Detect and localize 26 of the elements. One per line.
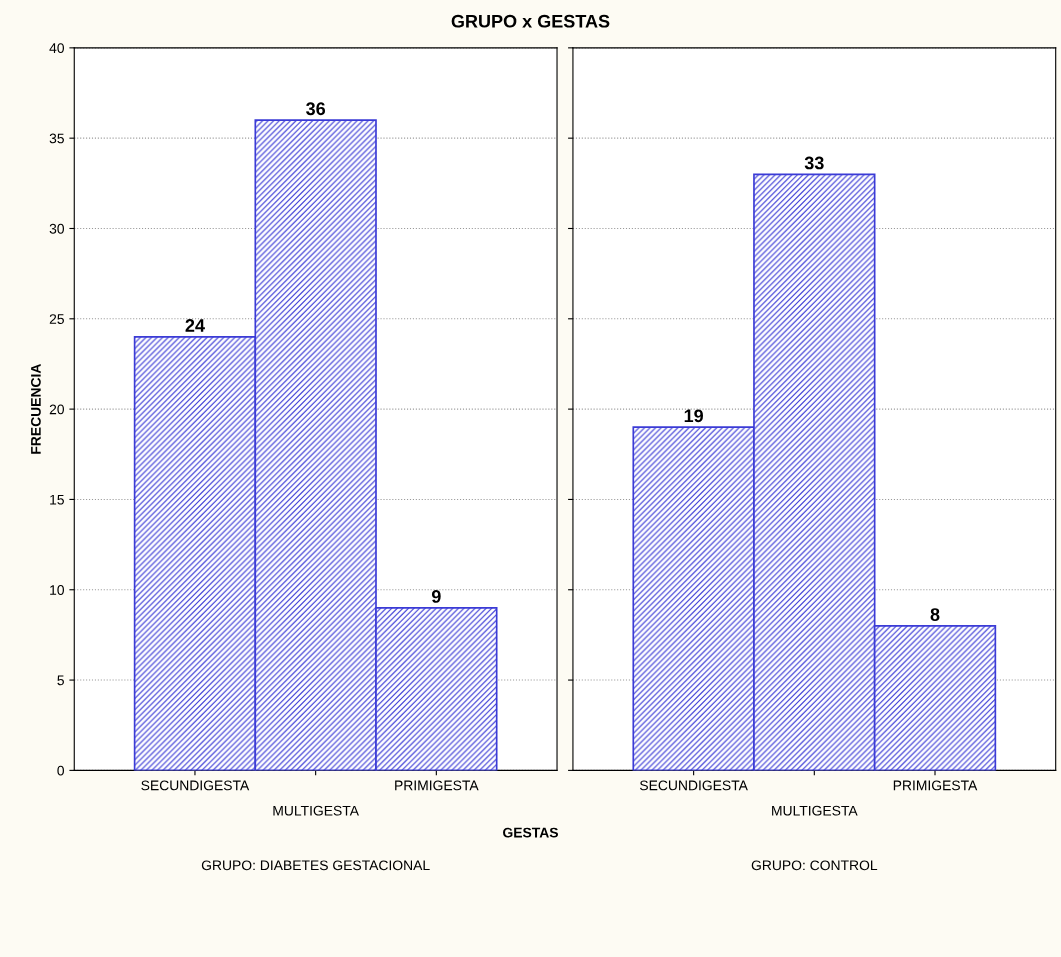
y-tick-label: 35 [49,133,64,144]
y-tick-label: 10 [50,585,65,595]
x-tick-label: SECUNDIGESTA [639,780,748,791]
y-tick-label: 30 [49,223,65,234]
y-axis-title: FRECUENCIA [30,363,41,454]
x-axis-title: GRUPO: CONTROL [751,860,878,871]
x-tick-label: SECUNDIGESTA [141,780,250,791]
y-tick-label: 40 [49,43,65,54]
y-tick-label: 15 [50,494,64,505]
x-tick-label: PRIMIGESTA [893,780,978,791]
x-tick-label: MULTIGESTA [273,805,359,816]
x-tick-label: MULTIGESTA [772,805,858,816]
data-label: 24 [185,319,205,332]
x-axis-title: GRUPO: DIABETES GESTACIONAL [201,860,430,871]
chart-title: GRUPO x GESTAS [451,14,610,28]
y-tick-label: 20 [49,404,65,415]
y-tick-label: 5 [57,675,64,686]
x-tick-label: PRIMIGESTA [395,780,479,791]
data-label: 33 [804,156,824,170]
y-tick-label: 25 [49,314,64,324]
text: GESTAS [503,827,558,838]
data-label: 36 [306,102,326,116]
data-label: 19 [684,409,703,423]
y-tick-label: 0 [57,765,65,776]
data-label: 9 [431,590,441,603]
data-label: 8 [930,608,940,621]
